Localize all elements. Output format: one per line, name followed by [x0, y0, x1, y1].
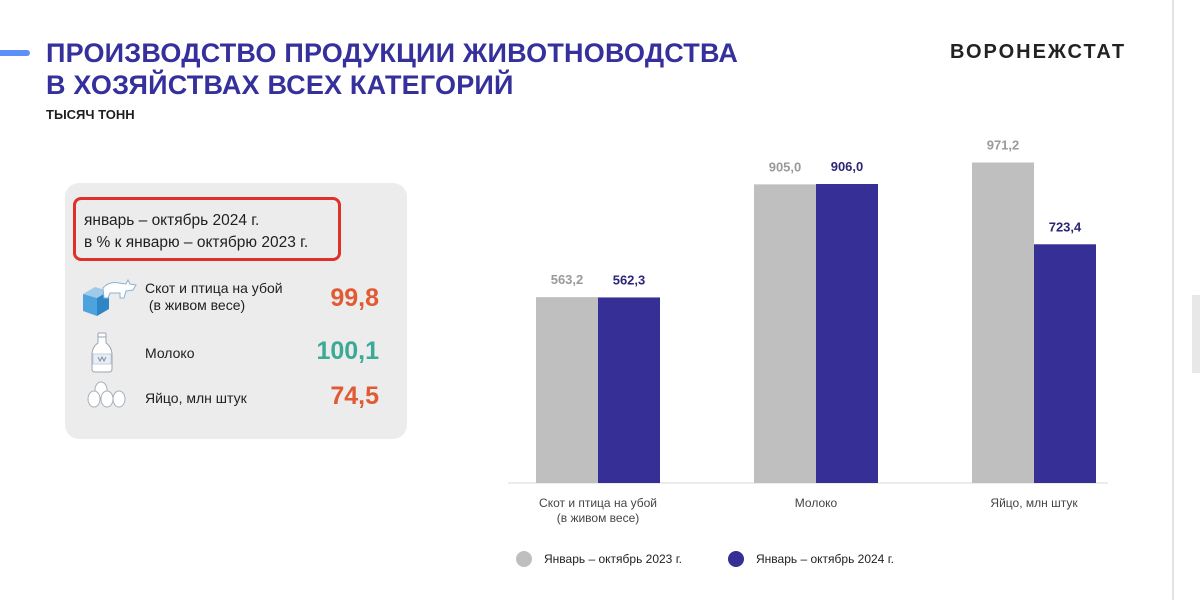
bar-series-2-cat-1	[598, 297, 660, 483]
indicator-eggs-label: Яйцо, млн штук	[145, 390, 247, 406]
title-line-1: ПРОИЗВОДСТВО ПРОДУКЦИИ ЖИВОТНОВОДСТВА	[46, 38, 739, 68]
cow-icon	[81, 278, 141, 322]
milk-bottle-icon	[81, 331, 141, 375]
category-label-3-line-1: Яйцо, млн штук	[990, 496, 1078, 510]
legend-label-2: Январь – октябрь 2024 г.	[756, 552, 894, 566]
bar-series-2-cat-2	[816, 184, 878, 483]
indicator-milk: Молоко 100,1	[65, 331, 407, 375]
data-label-series-1-cat-3: 971,2	[987, 138, 1020, 153]
summary-panel: январь – октябрь 2024 г. в % к январю – …	[65, 183, 407, 439]
category-label-1-line-1: Скот и птица на убой	[539, 496, 657, 510]
right-divider	[1172, 0, 1174, 600]
category-label-2-line-1: Молоко	[795, 496, 838, 510]
indicator-eggs-value: 74,5	[330, 382, 379, 410]
indicator-milk-value: 100,1	[316, 337, 379, 365]
indicator-livestock-value: 99,8	[330, 284, 379, 312]
legend-marker-2	[728, 551, 744, 567]
period-box: январь – октябрь 2024 г. в % к январю – …	[73, 197, 341, 261]
data-label-series-2-cat-3: 723,4	[1049, 219, 1082, 234]
indicator-milk-label: Молоко	[145, 345, 195, 361]
data-label-series-1-cat-1: 563,2	[551, 272, 584, 287]
bar-series-2-cat-3	[1034, 244, 1096, 483]
category-label-1-line-2: (в живом весе)	[557, 511, 640, 525]
indicator-eggs: Яйцо, млн штук 74,5	[65, 376, 407, 420]
legend-marker-1	[516, 551, 532, 567]
title-line-2: В ХОЗЯЙСТВАХ ВСЕХ КАТЕГОРИЙ	[46, 70, 514, 100]
indicator-livestock: Скот и птица на убой (в живом весе) 99,8	[65, 278, 407, 322]
legend-label-1: Январь – октябрь 2023 г.	[544, 552, 682, 566]
indicator-livestock-label-line-2: (в живом весе)	[145, 297, 246, 313]
brand-logo: ВОРОНЕЖСТАТ	[950, 41, 1127, 63]
data-label-series-2-cat-2: 906,0	[831, 159, 864, 174]
period-line-1: январь – октябрь 2024 г.	[84, 212, 260, 229]
page-title: ПРОИЗВОДСТВО ПРОДУКЦИИ ЖИВОТНОВОДСТВА В …	[46, 37, 738, 101]
accent-bar	[0, 50, 30, 56]
data-label-series-2-cat-1: 562,3	[613, 272, 646, 287]
bar-series-1-cat-2	[754, 184, 816, 483]
period-line-2: в % к январю – октябрю 2023 г.	[84, 234, 309, 251]
units-label: ТЫСЯЧ ТОНН	[46, 107, 135, 122]
scroll-marker	[1192, 295, 1200, 373]
bar-series-1-cat-1	[536, 297, 598, 483]
data-label-series-1-cat-2: 905,0	[769, 159, 802, 174]
eggs-icon	[81, 376, 141, 420]
indicator-livestock-label: Скот и птица на убой (в живом весе)	[145, 280, 283, 314]
bar-series-1-cat-3	[972, 162, 1034, 483]
indicator-livestock-label-line-1: Скот и птица на убой	[145, 280, 283, 296]
